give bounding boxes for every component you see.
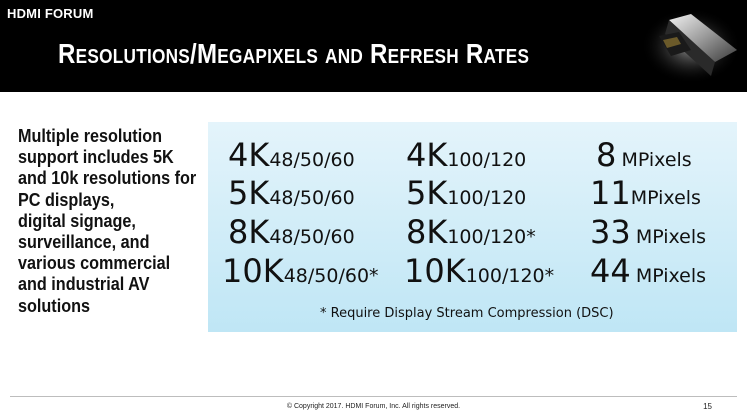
resolution-label: 10K — [222, 252, 284, 290]
megapixel-value: 44 — [590, 252, 631, 290]
megapixel-unit: MPixels — [621, 149, 692, 171]
page-number: 15 — [703, 402, 712, 411]
refresh-rate-label: 100/120* — [465, 265, 555, 287]
megapixel-unit: MPixels — [630, 187, 701, 209]
description-line: and 10k resolutions for — [18, 168, 197, 189]
description-line: digital signage, — [18, 210, 136, 231]
refresh-rate-label: 48/50/60* — [283, 265, 379, 287]
resolution-entry: 5K48/50/60 — [228, 174, 355, 212]
description-line: Multiple resolution — [18, 126, 162, 146]
description-line: various commercial — [18, 253, 171, 274]
resolution-label: 4K — [406, 136, 448, 174]
resolution-entry: 8K100/120* — [406, 213, 536, 251]
resolution-entry: 4K100/120 — [406, 136, 526, 174]
resolution-entry: 8K48/50/60 — [228, 213, 355, 251]
refresh-rate-label: 100/120 — [447, 149, 527, 171]
description-line: support includes 5K — [18, 147, 174, 168]
resolution-label: 10K — [404, 252, 466, 290]
megapixel-value: 8 — [596, 136, 617, 174]
refresh-rate-label: 100/120* — [447, 226, 536, 248]
brand-name: HDMI FORUM — [7, 6, 94, 21]
description-line: PC displays, — [18, 189, 115, 210]
copyright-notice: © Copyright 2017. HDMI Forum, Inc. All r… — [286, 403, 461, 410]
resolution-label: 5K — [228, 174, 270, 212]
megapixel-unit: MPixels — [635, 226, 707, 248]
refresh-rate-label: 48/50/60 — [269, 149, 355, 171]
megapixel-unit: MPixels — [635, 265, 707, 287]
resolution-panel: 4K48/50/60 4K100/120 8 MPixels 5K48/50/6… — [208, 122, 737, 332]
description-line: and industrial AV — [18, 274, 150, 295]
refresh-rate-label: 48/50/60 — [269, 187, 355, 209]
resolution-entry: 4K48/50/60 — [228, 136, 355, 174]
description-text: Multiple resolution support includes 5K … — [18, 126, 197, 317]
resolution-entry: 10K100/120* — [404, 252, 554, 290]
description-line: solutions — [18, 295, 90, 316]
resolution-entry: 10K48/50/60* — [222, 252, 379, 290]
megapixel-value: 11 — [590, 174, 631, 212]
resolution-label: 4K — [228, 136, 270, 174]
megapixel-entry: 44 MPixels — [590, 252, 706, 290]
megapixel-value: 33 — [590, 213, 631, 251]
refresh-rate-label: 100/120 — [447, 187, 527, 209]
resolution-label: 5K — [406, 174, 448, 212]
refresh-rate-label: 48/50/60 — [269, 226, 355, 248]
description-line: surveillance, and — [18, 232, 150, 253]
slide-title: Resolutions/Megapixels and Refresh Rates — [58, 38, 530, 69]
megapixel-entry: 33 MPixels — [590, 213, 706, 251]
resolution-entry: 5K100/120 — [406, 174, 526, 212]
megapixel-entry: 8 MPixels — [596, 136, 692, 174]
dsc-footnote: * Require Display Stream Compression (DS… — [320, 306, 614, 321]
resolution-label: 8K — [228, 213, 270, 251]
resolution-label: 8K — [406, 213, 448, 251]
megapixel-entry: 11MPixels — [590, 174, 701, 212]
footer-divider — [10, 396, 737, 397]
hdmi-connector-icon — [641, 8, 741, 84]
slide-header: HDMI FORUM Resolutions/Megapixels and Re… — [0, 0, 747, 92]
